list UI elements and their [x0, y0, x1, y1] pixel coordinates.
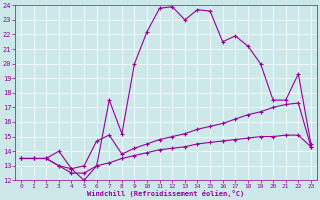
X-axis label: Windchill (Refroidissement éolien,°C): Windchill (Refroidissement éolien,°C)	[87, 190, 244, 197]
